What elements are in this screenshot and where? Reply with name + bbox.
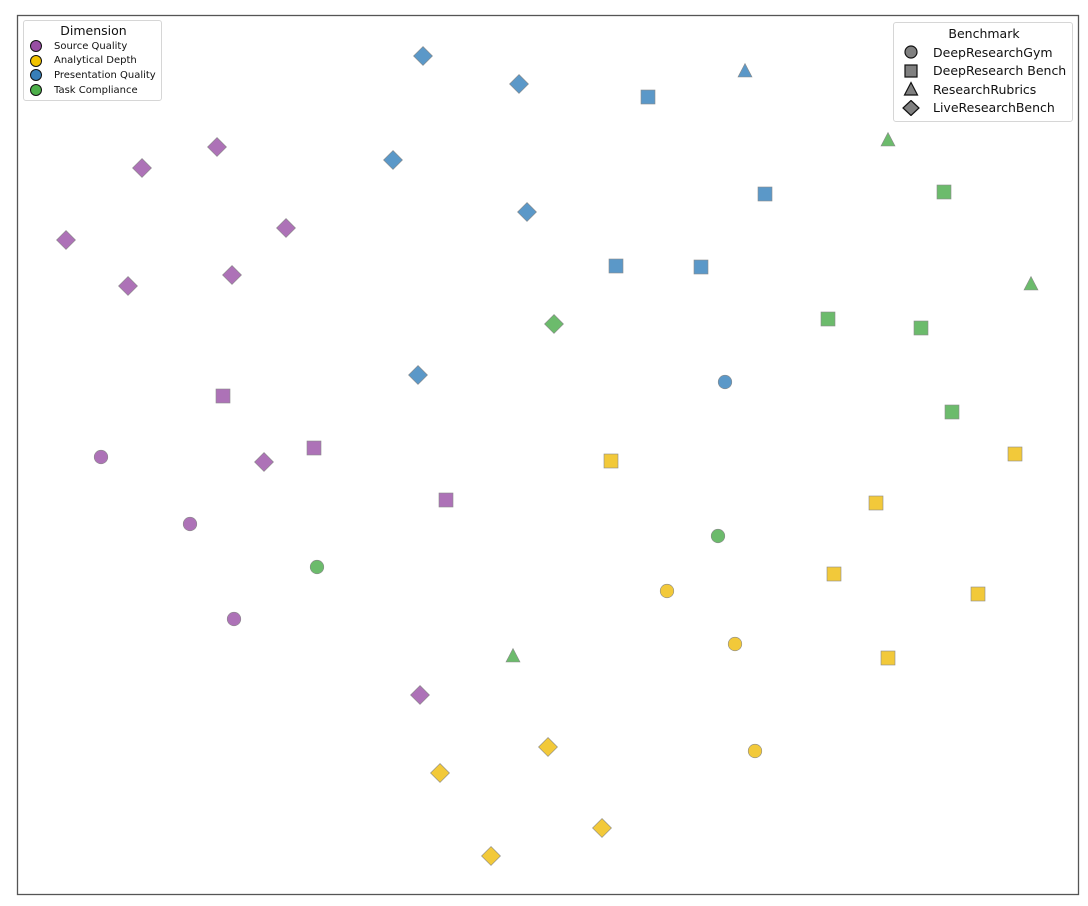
legend-item-presentation-quality: Presentation Quality	[30, 68, 157, 83]
point-analytical-depth-deepresearchgym	[747, 743, 763, 759]
point-task-compliance-deepresearchgym	[710, 528, 726, 544]
dimension-legend: Dimension Source Quality Analytical Dept…	[23, 20, 162, 102]
point-source-quality-liveresearchbench	[56, 230, 76, 250]
point-presentation-quality-liveresearchbench	[413, 46, 433, 66]
point-source-quality-deepresearch-bench	[306, 440, 322, 456]
yellow-circle-icon	[30, 54, 42, 67]
point-presentation-quality-researchrubrics	[737, 62, 753, 78]
point-presentation-quality-liveresearchbench	[517, 202, 537, 222]
benchmark-legend: Benchmark DeepResearchGym DeepResearch B…	[893, 22, 1073, 122]
legend-label: LiveResearchBench	[933, 100, 1055, 116]
point-analytical-depth-deepresearchgym	[727, 636, 743, 652]
circle-marker-icon	[904, 45, 918, 59]
legend-label: Source Quality	[54, 40, 128, 52]
legend-item-researchrubrics: ResearchRubrics	[902, 80, 1066, 99]
legend-label: Task Compliance	[54, 84, 138, 96]
point-analytical-depth-deepresearch-bench	[970, 586, 986, 602]
point-analytical-depth-deepresearch-bench	[603, 453, 619, 469]
point-source-quality-deepresearch-bench	[215, 388, 231, 404]
legend-label: Analytical Depth	[54, 55, 137, 67]
plot-frame	[16, 14, 1080, 896]
point-task-compliance-deepresearchgym	[309, 559, 325, 575]
point-source-quality-liveresearchbench	[222, 265, 242, 285]
point-analytical-depth-liveresearchbench	[481, 846, 501, 866]
point-source-quality-liveresearchbench	[276, 218, 296, 238]
legend-label: DeepResearch Bench	[933, 63, 1067, 79]
point-source-quality-liveresearchbench	[410, 685, 430, 705]
point-analytical-depth-liveresearchbench	[592, 818, 612, 838]
green-circle-icon	[30, 84, 42, 97]
point-source-quality-deepresearchgym	[226, 611, 242, 627]
point-presentation-quality-deepresearch-bench	[640, 89, 656, 105]
point-source-quality-deepresearchgym	[182, 516, 198, 532]
diamond-marker-icon	[902, 99, 920, 116]
point-analytical-depth-liveresearchbench	[538, 737, 558, 757]
legend-item-deepresearchgym: DeepResearchGym	[902, 43, 1066, 62]
point-task-compliance-deepresearch-bench	[820, 311, 836, 327]
point-presentation-quality-deepresearch-bench	[757, 186, 773, 202]
point-task-compliance-liveresearchbench	[544, 314, 564, 334]
point-presentation-quality-deepresearch-bench	[608, 258, 624, 274]
point-presentation-quality-deepresearch-bench	[693, 259, 709, 275]
point-source-quality-liveresearchbench	[118, 276, 138, 296]
blue-circle-icon	[30, 69, 42, 82]
point-source-quality-deepresearch-bench	[438, 492, 454, 508]
point-presentation-quality-liveresearchbench	[383, 150, 403, 170]
legend-item-source-quality: Source Quality	[30, 39, 157, 54]
point-analytical-depth-deepresearch-bench	[880, 650, 896, 666]
point-presentation-quality-deepresearchgym	[717, 374, 733, 390]
point-task-compliance-deepresearch-bench	[913, 320, 929, 336]
data-points	[56, 46, 1039, 866]
point-analytical-depth-deepresearch-bench	[1007, 446, 1023, 462]
benchmark-legend-title: Benchmark	[948, 26, 1020, 41]
legend-item-deepresearch-bench: DeepResearch Bench	[902, 62, 1066, 81]
legend-item-analytical-depth: Analytical Depth	[30, 54, 157, 69]
point-presentation-quality-liveresearchbench	[408, 365, 428, 385]
point-analytical-depth-liveresearchbench	[430, 763, 450, 783]
point-task-compliance-deepresearch-bench	[936, 184, 952, 200]
legend-label: ResearchRubrics	[933, 81, 1037, 97]
point-task-compliance-deepresearch-bench	[944, 404, 960, 420]
point-analytical-depth-deepresearch-bench	[868, 495, 884, 511]
legend-label: Presentation Quality	[54, 69, 156, 81]
triangle-marker-icon	[903, 81, 919, 96]
dimension-legend-title: Dimension	[60, 23, 127, 38]
point-task-compliance-researchrubrics	[880, 131, 896, 147]
point-analytical-depth-deepresearch-bench	[826, 566, 842, 582]
point-task-compliance-researchrubrics	[1023, 275, 1039, 291]
point-source-quality-liveresearchbench	[254, 452, 274, 472]
legend-item-task-compliance: Task Compliance	[30, 83, 157, 98]
purple-circle-icon	[30, 40, 42, 53]
point-analytical-depth-deepresearchgym	[659, 583, 675, 599]
point-task-compliance-researchrubrics	[505, 647, 521, 663]
legend-label: DeepResearchGym	[933, 44, 1053, 60]
point-source-quality-deepresearchgym	[93, 449, 109, 465]
legend-item-liveresearchbench: LiveResearchBench	[902, 99, 1066, 118]
point-source-quality-liveresearchbench	[132, 158, 152, 178]
square-marker-icon	[904, 64, 918, 78]
point-source-quality-liveresearchbench	[207, 137, 227, 157]
point-presentation-quality-liveresearchbench	[509, 74, 529, 94]
